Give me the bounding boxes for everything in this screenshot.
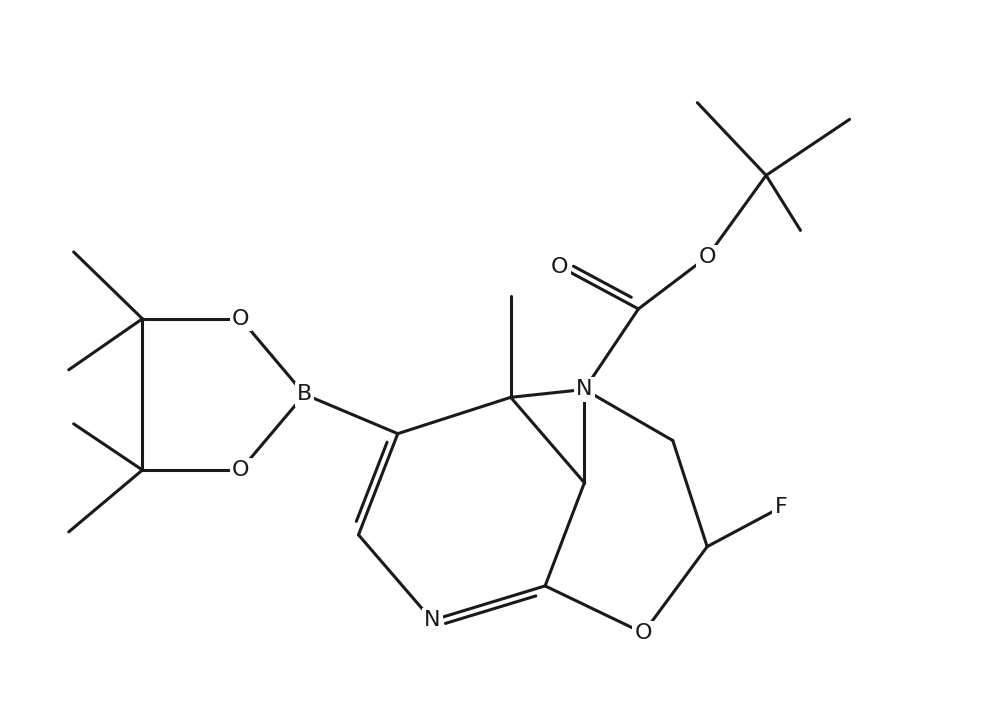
Text: O: O bbox=[698, 247, 716, 267]
Text: N: N bbox=[424, 611, 440, 630]
Text: O: O bbox=[552, 257, 568, 276]
Text: N: N bbox=[576, 379, 592, 400]
Text: O: O bbox=[232, 309, 249, 329]
Text: O: O bbox=[635, 623, 652, 643]
Text: F: F bbox=[775, 498, 788, 518]
Text: O: O bbox=[232, 460, 249, 480]
Text: B: B bbox=[297, 384, 312, 405]
